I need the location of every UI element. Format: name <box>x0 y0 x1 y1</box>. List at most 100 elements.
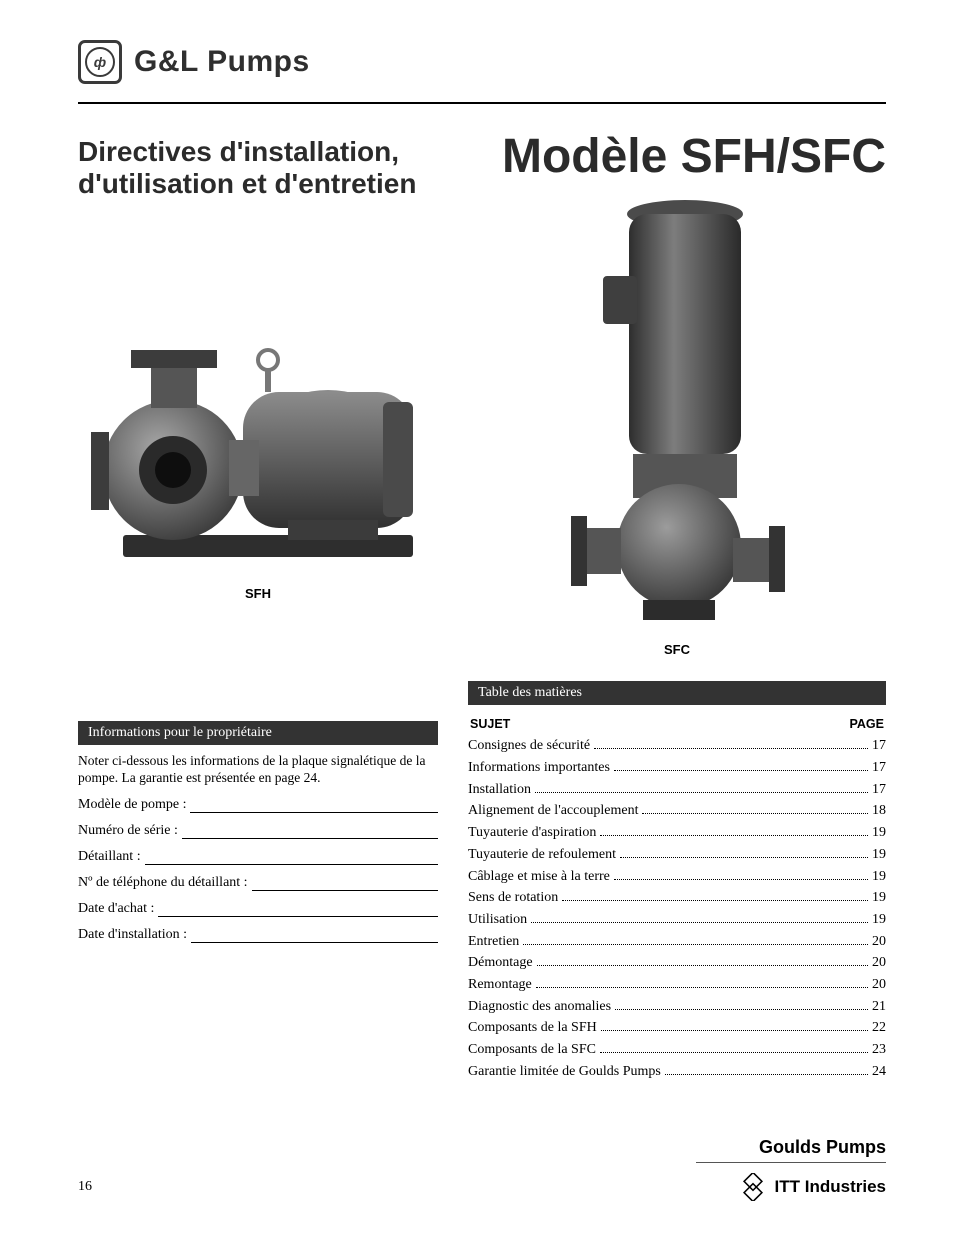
toc-page: 18 <box>872 800 886 822</box>
footer: Goulds Pumps ITT Industries <box>696 1137 886 1201</box>
toc-subject: Diagnostic des anomalies <box>468 996 611 1018</box>
toc-leader-dots <box>600 1052 868 1053</box>
owner-field-line[interactable] <box>252 876 438 891</box>
sfc-pump-image <box>547 196 807 636</box>
owner-panel-title: Informations pour le propriétaire <box>78 721 438 745</box>
owner-field-line[interactable] <box>158 902 438 917</box>
page-number: 16 <box>78 1179 92 1195</box>
toc-leader-dots <box>535 792 868 793</box>
toc-page: 17 <box>872 757 886 779</box>
toc-subject: Composants de la SFH <box>468 1017 597 1039</box>
toc-page: 19 <box>872 909 886 931</box>
owner-field-label: Nº de téléphone du détaillant : <box>78 875 248 891</box>
owner-field-label: Date d'installation : <box>78 927 187 943</box>
toc-leader-dots <box>523 944 868 945</box>
document-title: Modèle SFH/SFC <box>468 132 886 182</box>
owner-field-line[interactable] <box>191 928 438 943</box>
toc-leader-dots <box>615 1009 868 1010</box>
toc-leader-dots <box>620 857 868 858</box>
toc-page: 17 <box>872 779 886 801</box>
toc-leader-dots <box>531 922 868 923</box>
footer-rule <box>696 1162 886 1163</box>
owner-field-label: Numéro de série : <box>78 823 178 839</box>
toc-subject: Informations importantes <box>468 757 610 779</box>
header-rule <box>78 102 886 104</box>
toc-col-page: PAGE <box>850 717 885 731</box>
toc-page: 19 <box>872 887 886 909</box>
footer-itt: ITT Industries <box>775 1177 886 1197</box>
toc-row: Utilisation 19 <box>468 909 886 931</box>
toc-page: 19 <box>872 822 886 844</box>
toc-leader-dots <box>642 813 868 814</box>
owner-note: Noter ci-dessous les informations de la … <box>78 753 438 787</box>
toc-row: Câblage et mise à la terre19 <box>468 866 886 888</box>
owner-info-panel: Informations pour le propriétaire Noter … <box>78 721 438 943</box>
toc-leader-dots <box>537 965 868 966</box>
toc-col-subject: SUJET <box>470 717 510 731</box>
toc-subject: Câblage et mise à la terre <box>468 866 610 888</box>
owner-field-line[interactable] <box>145 850 438 865</box>
brand-logo-badge: ф <box>78 40 122 84</box>
toc-leader-dots <box>562 900 868 901</box>
toc-subject: Composants de la SFC <box>468 1039 596 1061</box>
toc-row: Composants de la SFC 23 <box>468 1039 886 1061</box>
toc-subject: Consignes de sécurité <box>468 735 590 757</box>
toc-page: 17 <box>872 735 886 757</box>
toc-row: Informations importantes 17 <box>468 757 886 779</box>
sfc-caption: SFC <box>664 642 690 657</box>
owner-field: Date d'installation : <box>78 927 438 943</box>
toc-row: Sens de rotation 19 <box>468 887 886 909</box>
owner-field-line[interactable] <box>182 824 438 839</box>
brand-logo-glyph: ф <box>85 47 115 77</box>
toc-page: 20 <box>872 931 886 953</box>
toc-row: Diagnostic des anomalies21 <box>468 996 886 1018</box>
toc-subject: Installation <box>468 779 531 801</box>
owner-field-line[interactable] <box>190 798 438 813</box>
toc-row: Tuyauterie de refoulement 19 <box>468 844 886 866</box>
toc-row: Tuyauterie d'aspiration 19 <box>468 822 886 844</box>
toc-leader-dots <box>536 987 868 988</box>
owner-field: Nº de téléphone du détaillant : <box>78 875 438 891</box>
itt-logo-icon <box>739 1173 767 1201</box>
toc-row: Démontage 20 <box>468 952 886 974</box>
owner-field-label: Date d'achat : <box>78 901 154 917</box>
toc-row: Installation 17 <box>468 779 886 801</box>
brand-name: G&L Pumps <box>134 45 310 79</box>
toc-subject: Utilisation <box>468 909 527 931</box>
toc-row: Composants de la SFH 22 <box>468 1017 886 1039</box>
footer-goulds: Goulds Pumps <box>696 1137 886 1158</box>
toc-leader-dots <box>594 748 868 749</box>
toc-page: 23 <box>872 1039 886 1061</box>
toc-subject: Entretien <box>468 931 519 953</box>
sfh-pump-image <box>83 310 433 580</box>
owner-field: Détaillant : <box>78 849 438 865</box>
sfh-caption: SFH <box>245 586 271 601</box>
toc-leader-dots <box>600 835 868 836</box>
owner-field: Modèle de pompe : <box>78 797 438 813</box>
toc-subject: Garantie limitée de Goulds Pumps <box>468 1061 661 1083</box>
toc-panel-title: Table des matières <box>468 681 886 705</box>
owner-field-label: Détaillant : <box>78 849 141 865</box>
toc-row: Garantie limitée de Goulds Pumps 24 <box>468 1061 886 1083</box>
toc-page: 24 <box>872 1061 886 1083</box>
toc-subject: Sens de rotation <box>468 887 558 909</box>
toc-page: 19 <box>872 844 886 866</box>
toc-subject: Démontage <box>468 952 533 974</box>
toc-row: Entretien 20 <box>468 931 886 953</box>
toc-subject: Tuyauterie de refoulement <box>468 844 616 866</box>
toc-page: 20 <box>872 952 886 974</box>
brand-logo: ф G&L Pumps <box>78 40 886 84</box>
toc-subject: Alignement de l'accouplement <box>468 800 638 822</box>
toc-subject: Tuyauterie d'aspiration <box>468 822 596 844</box>
owner-field-label: Modèle de pompe : <box>78 797 186 813</box>
toc-leader-dots <box>614 879 868 880</box>
document-subtitle: Directives d'installation, d'utilisation… <box>78 136 438 200</box>
toc-leader-dots <box>614 770 868 771</box>
toc-leader-dots <box>601 1030 868 1031</box>
toc-subject: Remontage <box>468 974 532 996</box>
toc-page: 22 <box>872 1017 886 1039</box>
toc-row: Alignement de l'accouplement 18 <box>468 800 886 822</box>
toc-row: Consignes de sécurité 17 <box>468 735 886 757</box>
toc-row: Remontage 20 <box>468 974 886 996</box>
toc-page: 20 <box>872 974 886 996</box>
